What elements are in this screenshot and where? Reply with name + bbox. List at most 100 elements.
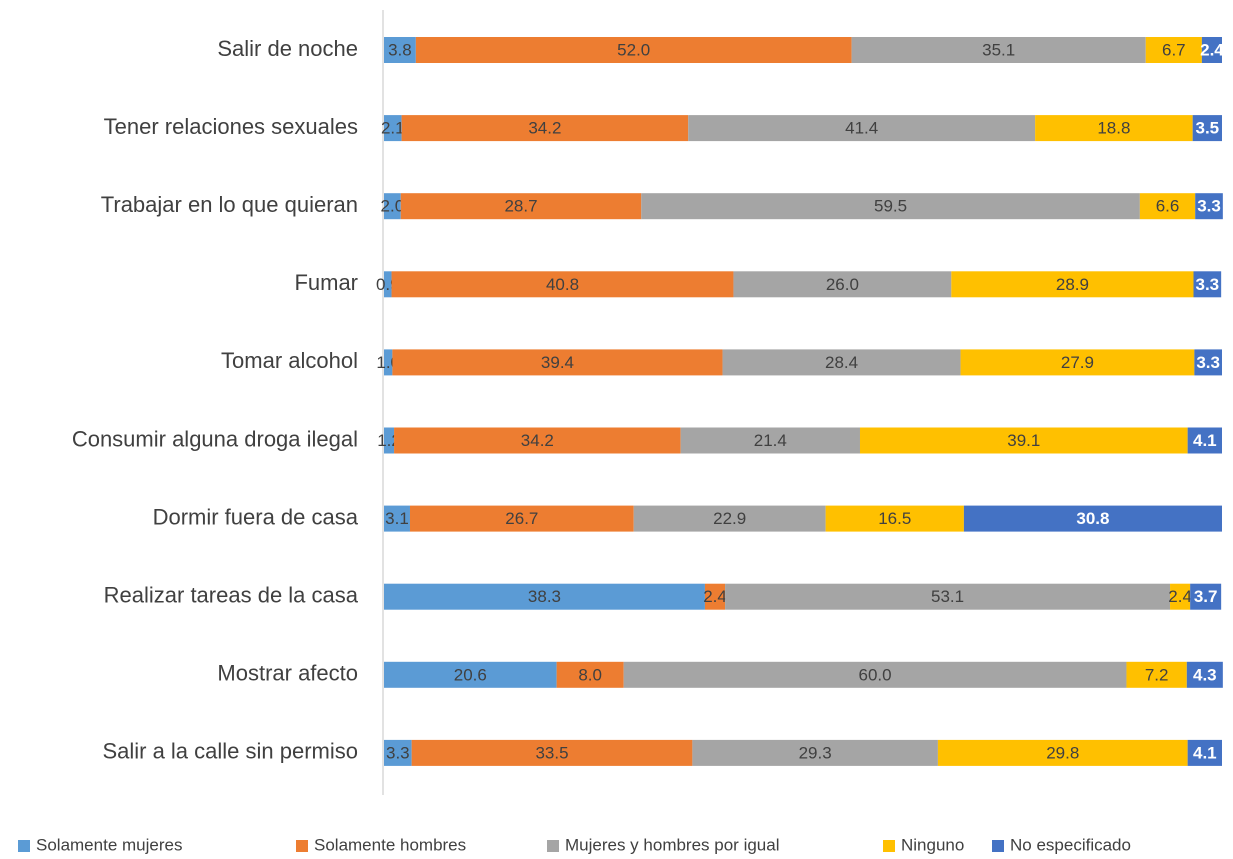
bar-segment bbox=[384, 427, 395, 454]
category-label: Salir de noche bbox=[217, 36, 358, 61]
bar-segment bbox=[692, 739, 938, 766]
bar-segment bbox=[633, 505, 826, 532]
data-label: 4.3 bbox=[1193, 665, 1217, 684]
data-label: 28.4 bbox=[825, 353, 858, 372]
data-label: 3.7 bbox=[1194, 587, 1218, 606]
data-label: 28.7 bbox=[504, 197, 537, 216]
bar-segment bbox=[688, 115, 1036, 142]
legend-swatch bbox=[18, 840, 30, 852]
bar-segment bbox=[1126, 661, 1187, 688]
data-label: 3.3 bbox=[1197, 197, 1221, 216]
category-label: Fumar bbox=[294, 270, 358, 295]
bar-segment bbox=[415, 37, 852, 63]
legend-swatch bbox=[296, 840, 308, 852]
data-label: 53.1 bbox=[931, 587, 964, 606]
bar-segment bbox=[1194, 349, 1222, 376]
data-label: 39.1 bbox=[1007, 431, 1040, 450]
category-label: Salir a la calle sin permiso bbox=[102, 739, 358, 764]
category-label: Tener relaciones sexuales bbox=[104, 114, 358, 139]
legend-swatch bbox=[992, 840, 1004, 852]
data-label: 7.2 bbox=[1145, 665, 1169, 684]
data-label: 2.4 bbox=[1200, 40, 1224, 59]
bar-segment bbox=[733, 271, 952, 298]
data-label: 2.0 bbox=[381, 197, 405, 216]
data-label: 34.2 bbox=[521, 431, 554, 450]
bar-segment bbox=[1187, 739, 1222, 766]
bar-segment bbox=[825, 505, 964, 532]
bar-segment bbox=[722, 349, 961, 376]
data-label: 3.3 bbox=[1196, 275, 1220, 294]
bar-segment bbox=[680, 427, 860, 454]
bar-segment bbox=[963, 505, 1222, 532]
data-label: 60.0 bbox=[859, 665, 892, 684]
legend-label: No especificado bbox=[1010, 835, 1131, 854]
bar-segment bbox=[384, 349, 393, 376]
bar-segment bbox=[704, 583, 726, 610]
data-label: 27.9 bbox=[1061, 353, 1094, 372]
data-label: 4.1 bbox=[1193, 743, 1217, 762]
data-label: 4.1 bbox=[1193, 431, 1217, 450]
category-label: Trabajar en lo que quieran bbox=[101, 192, 358, 217]
data-label: 3.8 bbox=[388, 40, 412, 59]
bar-segment bbox=[1170, 583, 1191, 610]
category-label: Mostrar afecto bbox=[217, 661, 358, 686]
legend-swatch bbox=[883, 840, 895, 852]
bar-segment bbox=[384, 661, 557, 688]
category-label: Realizar tareas de la casa bbox=[104, 583, 359, 608]
bar-segment bbox=[384, 193, 401, 220]
data-label: 33.5 bbox=[535, 743, 568, 762]
data-label: 52.0 bbox=[617, 40, 650, 59]
data-label: 39.4 bbox=[541, 353, 574, 372]
data-label: 38.3 bbox=[528, 587, 561, 606]
data-label: 41.4 bbox=[845, 119, 878, 138]
data-label: 6.7 bbox=[1162, 40, 1186, 59]
bar-segment bbox=[1035, 115, 1193, 142]
bar-segment bbox=[394, 427, 681, 454]
data-label: 22.9 bbox=[713, 509, 746, 528]
data-label: 8.0 bbox=[578, 665, 602, 684]
bar-segment bbox=[401, 115, 689, 142]
legend-label: Solamente mujeres bbox=[36, 835, 182, 854]
bar-segment bbox=[1139, 193, 1196, 220]
bar-segment bbox=[1193, 271, 1222, 298]
category-label: Tomar alcohol bbox=[221, 348, 358, 373]
data-label: 6.6 bbox=[1156, 197, 1180, 216]
bar-segment bbox=[851, 37, 1146, 63]
bar-segment bbox=[384, 739, 412, 766]
data-label: 20.6 bbox=[454, 665, 487, 684]
data-label: 2.1 bbox=[381, 119, 405, 138]
bar-segment bbox=[937, 739, 1188, 766]
bar-segment bbox=[384, 115, 402, 142]
data-label: 26.7 bbox=[505, 509, 538, 528]
data-label: 34.2 bbox=[528, 119, 561, 138]
data-label: 3.1 bbox=[385, 509, 409, 528]
bar-segment bbox=[384, 583, 705, 610]
data-label: 18.8 bbox=[1097, 119, 1130, 138]
data-label: 29.8 bbox=[1046, 743, 1079, 762]
bar-segment bbox=[556, 661, 624, 688]
legend-label: Solamente hombres bbox=[314, 835, 466, 854]
bar-segment bbox=[960, 349, 1195, 376]
bar-segment bbox=[392, 349, 723, 376]
bar-segment bbox=[951, 271, 1194, 298]
bar-segment bbox=[384, 505, 410, 532]
data-label: 3.3 bbox=[1196, 353, 1220, 372]
legend-swatch bbox=[547, 840, 559, 852]
bar-segment bbox=[641, 193, 1140, 220]
bar-segment bbox=[859, 427, 1188, 454]
bar-segment bbox=[391, 271, 734, 298]
bar-segment bbox=[1190, 583, 1222, 610]
bar-segment bbox=[384, 271, 392, 298]
data-label: 29.3 bbox=[799, 743, 832, 762]
legend-label: Mujeres y hombres por igual bbox=[565, 835, 779, 854]
data-label: 16.5 bbox=[878, 509, 911, 528]
category-label: Consumir alguna droga ilegal bbox=[72, 426, 358, 451]
data-label: 40.8 bbox=[546, 275, 579, 294]
data-label: 35.1 bbox=[982, 40, 1015, 59]
data-label: 3.3 bbox=[386, 743, 410, 762]
data-label: 21.4 bbox=[754, 431, 787, 450]
bar-segment bbox=[1195, 193, 1223, 220]
bar-segment bbox=[400, 193, 642, 220]
category-label: Dormir fuera de casa bbox=[153, 504, 359, 529]
